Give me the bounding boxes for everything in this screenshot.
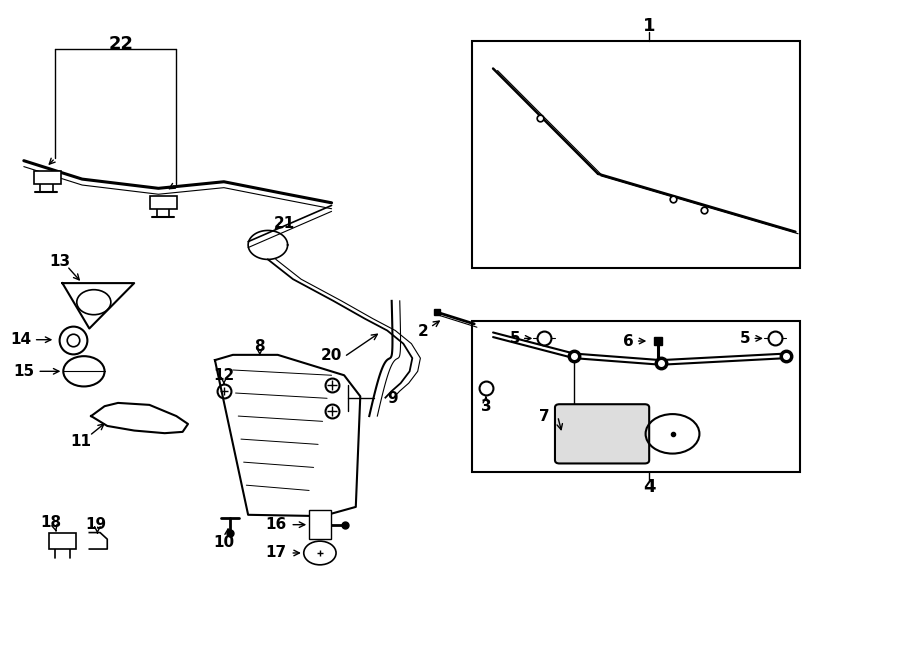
- Text: 10: 10: [213, 535, 235, 550]
- Text: 15: 15: [14, 364, 34, 379]
- Polygon shape: [62, 283, 134, 329]
- Text: 19: 19: [85, 517, 106, 532]
- Text: 18: 18: [40, 515, 61, 530]
- Text: 8: 8: [255, 339, 266, 354]
- Text: 22: 22: [108, 35, 133, 53]
- Text: 5: 5: [509, 331, 520, 346]
- Text: 13: 13: [50, 254, 70, 269]
- Text: 12: 12: [213, 368, 235, 383]
- Text: 17: 17: [266, 545, 287, 561]
- Text: 7: 7: [539, 408, 550, 424]
- Polygon shape: [91, 403, 188, 433]
- Bar: [472, 321, 800, 472]
- Polygon shape: [215, 355, 360, 516]
- Text: 4: 4: [643, 478, 655, 496]
- Bar: [472, 41, 800, 268]
- Bar: [150, 196, 177, 209]
- Text: 21: 21: [274, 215, 294, 231]
- Bar: [309, 510, 330, 539]
- Text: 3: 3: [481, 399, 491, 414]
- FancyBboxPatch shape: [555, 405, 649, 463]
- Text: 14: 14: [11, 332, 32, 347]
- Text: 11: 11: [70, 434, 91, 449]
- Text: 2: 2: [418, 325, 428, 339]
- Text: 6: 6: [623, 334, 634, 348]
- Text: 5: 5: [740, 331, 751, 346]
- Text: 16: 16: [266, 517, 287, 532]
- Text: 1: 1: [643, 17, 655, 36]
- Bar: [49, 533, 76, 549]
- Bar: [33, 171, 60, 184]
- Text: 20: 20: [321, 348, 342, 363]
- Text: 9: 9: [387, 391, 398, 406]
